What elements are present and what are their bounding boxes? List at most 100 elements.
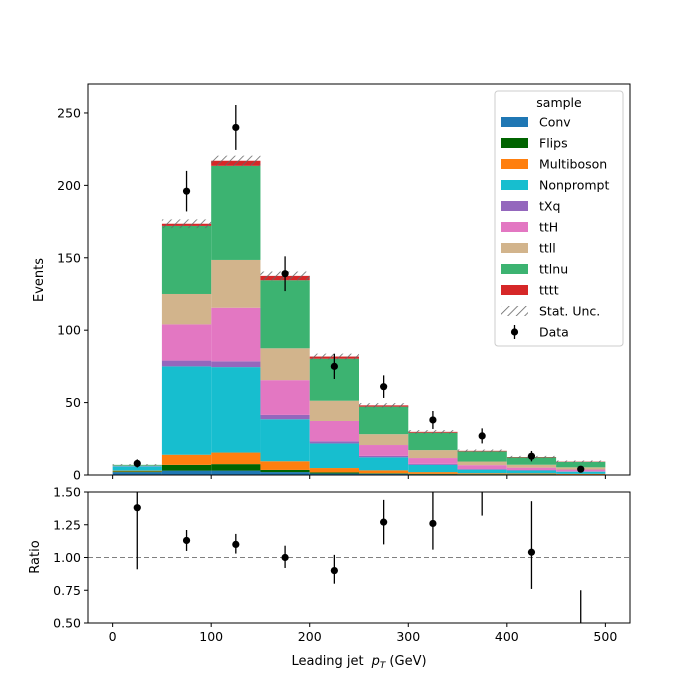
x-axis-label-subscript: T: [380, 661, 387, 671]
bar-conv-bin-2: [211, 470, 261, 475]
bar-ttll-bin-5: [359, 434, 409, 446]
bar-tth-bin-8: [506, 467, 557, 471]
main-y-axis-label: Events: [32, 258, 47, 302]
stat-unc-bin-2: [211, 155, 261, 166]
bar-tth-bin-1: [161, 324, 212, 361]
data-point-7: [478, 432, 486, 440]
ratio-ytick-label-1: 0.75: [53, 583, 81, 598]
bar-multiboson-bin-3: [260, 461, 310, 470]
ratio-ytick-label-0: 0.50: [53, 616, 81, 631]
legend-label-data: Data: [539, 325, 569, 340]
legend-swatch-multiboson: [501, 159, 528, 169]
bar-ttlnu-bin-7: [457, 451, 507, 462]
bar-ttll-bin-1: [161, 293, 212, 325]
ratio-point-4: [330, 567, 338, 575]
bar-nonprompt-bin-0: [112, 466, 162, 471]
bar-txq-bin-1: [161, 360, 212, 367]
ratio-point-5: [380, 518, 388, 526]
stacked-bars: [112, 160, 606, 475]
bar-ttll-bin-2: [211, 259, 261, 308]
bar-txq-bin-7: [457, 469, 507, 470]
data-point-3: [281, 270, 289, 278]
stat-unc-bin-6: [408, 430, 458, 434]
ratio-xtick-label-0: 0: [109, 629, 117, 644]
ratio-point-7: [479, 475, 486, 482]
stat-unc-bin-5: [359, 403, 409, 408]
ratio-points: [133, 475, 584, 638]
bar-conv-bin-4: [309, 473, 359, 475]
legend: sample Conv Flips Multiboson Nonprompt tXq ttH…: [494, 90, 624, 347]
data-point-8: [527, 452, 536, 460]
bar-multiboson-bin-0: [112, 470, 162, 472]
bar-flips-bin-2: [211, 464, 261, 471]
x-axis-label-main: Leading jet: [291, 654, 363, 669]
legend-swatch-flips: [501, 138, 528, 148]
legend-label-nonprompt: Nonprompt: [539, 178, 609, 193]
legend-data-marker: [510, 328, 519, 336]
bar-ttlnu-bin-1: [161, 225, 212, 294]
bar-txq-bin-5: [359, 455, 409, 458]
bar-conv-bin-0: [112, 472, 162, 475]
legend-label-conv: Conv: [539, 115, 571, 130]
bar-nonprompt-bin-2: [211, 367, 261, 453]
bar-multiboson-bin-9: [556, 473, 606, 475]
legend-frame: [494, 90, 624, 347]
bar-tth-bin-4: [309, 420, 359, 442]
main-axes-frame: [87, 83, 631, 476]
ratio-y-axis-label: Ratio: [28, 540, 43, 573]
legend-label-tth: ttH: [539, 220, 558, 235]
legend-label-stat-unc: Stat. Unc.: [539, 304, 600, 319]
legend-label-tttt: tttt: [539, 283, 559, 298]
stat-unc-bin-7: [457, 449, 507, 453]
ratio-panel: 0.50 0.75 1.00 1.25 1.50 0 100 200 300 400 500 Ra…: [28, 475, 631, 644]
bar-flips-bin-5: [359, 473, 409, 474]
ratio-xtick-label-1: 100: [199, 629, 223, 644]
ratio-ytick-label-2: 1.00: [53, 550, 81, 565]
bar-txq-bin-6: [408, 463, 458, 465]
data-point-1: [182, 187, 191, 195]
bar-ttlnu-bin-5: [359, 406, 409, 435]
bar-conv-bin-5: [359, 473, 409, 475]
bar-ttll-bin-3: [260, 348, 310, 381]
bar-flips-bin-0: [112, 471, 162, 473]
main-ytick-label-2: 100: [57, 323, 81, 338]
bar-nonprompt-bin-8: [506, 470, 557, 474]
bar-nonprompt-bin-6: [408, 464, 458, 473]
data-points: [133, 104, 585, 473]
ratio-point-2: [232, 540, 240, 549]
bar-multiboson-bin-1: [161, 454, 212, 465]
ratio-y-ticks: 0.50 0.75 1.00 1.25 1.50: [53, 485, 88, 631]
legend-swatch-ttlnu: [501, 264, 528, 274]
bar-nonprompt-bin-5: [359, 457, 409, 471]
bar-tth-bin-2: [211, 307, 261, 362]
ratio-xtick-label-5: 500: [593, 629, 617, 644]
data-point-2: [232, 123, 240, 132]
legend-swatch-tth: [501, 222, 528, 232]
ratio-point-8: [527, 548, 536, 556]
ratio-x-ticks: 0 100 200 300 400 500: [109, 623, 617, 644]
ratio-xtick-label-4: 400: [495, 629, 519, 644]
ratio-xtick-label-3: 300: [396, 629, 420, 644]
ratio-point-0: [133, 504, 141, 512]
bar-txq-bin-3: [260, 414, 310, 420]
data-point-5: [380, 383, 388, 391]
legend-label-ttlnu: ttlnu: [539, 262, 568, 277]
bar-tth-bin-5: [359, 445, 409, 456]
bar-nonprompt-bin-1: [161, 366, 212, 455]
ratio-point-9: [577, 631, 584, 638]
main-y-ticks: 0 50 100 150 200 250: [57, 105, 88, 483]
main-ytick-label-1: 50: [65, 395, 81, 410]
main-x-ticks: [112, 475, 606, 479]
ratio-point-1: [182, 536, 191, 545]
bar-nonprompt-bin-7: [457, 469, 507, 474]
main-ytick-label-5: 250: [57, 105, 81, 120]
ratio-ytick-label-4: 1.50: [53, 485, 81, 500]
main-panel: 0 50 100 150 200 250 Events: [32, 83, 631, 483]
legend-label-txq: tXq: [539, 199, 560, 214]
bar-multiboson-bin-2: [211, 452, 261, 465]
bar-txq-bin-4: [309, 441, 359, 444]
data-point-4: [330, 362, 338, 370]
main-ytick-label-3: 150: [57, 250, 81, 265]
legend-title: sample: [536, 95, 582, 110]
bar-flips-bin-3: [260, 469, 310, 473]
